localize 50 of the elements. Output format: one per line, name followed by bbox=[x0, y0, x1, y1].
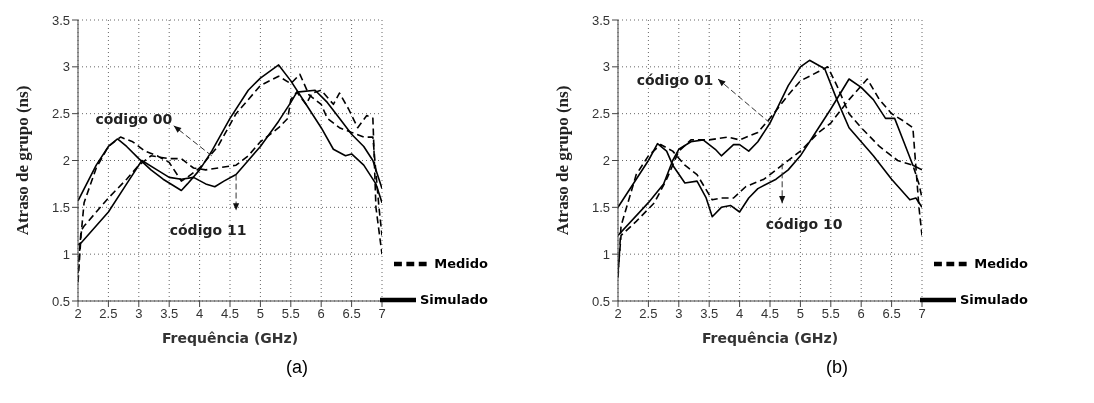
annotation: código 00 bbox=[95, 110, 173, 127]
y-axis-title: Atraso de grupo (ns) bbox=[13, 85, 33, 236]
x-tick-label: 6 bbox=[317, 306, 325, 322]
x-tick-label: 5 bbox=[256, 306, 265, 322]
y-tick-label: 3.5 bbox=[51, 12, 70, 28]
x-tick-label: 3 bbox=[675, 306, 683, 322]
x-tick-label: 5 bbox=[796, 306, 805, 322]
x-tick-label: 6.5 bbox=[882, 306, 901, 322]
y-tick-label: 3 bbox=[602, 59, 610, 75]
x-tick-label: 3.5 bbox=[700, 306, 719, 322]
annotation: código 11 bbox=[169, 221, 247, 238]
x-tick-label: 7 bbox=[378, 306, 386, 322]
annotation: código 01 bbox=[636, 72, 714, 89]
text: (a) bbox=[285, 357, 309, 378]
y-tick-label: 3.5 bbox=[591, 12, 610, 28]
x-tick-label: 4 bbox=[735, 306, 744, 322]
annotation: código 10 bbox=[765, 216, 843, 233]
y-tick-label: 0.5 bbox=[51, 293, 70, 309]
y-tick-label: 1.5 bbox=[51, 199, 70, 215]
y-tick-label: 2 bbox=[62, 153, 70, 169]
x-tick-label: 4.5 bbox=[220, 306, 240, 322]
x-tick-label: 6 bbox=[857, 306, 865, 322]
x-tick-label: 2.5 bbox=[99, 306, 118, 322]
legend-label: Simulado bbox=[419, 291, 488, 307]
x-tick-label: 2.5 bbox=[639, 306, 658, 322]
x-tick-label: 4.5 bbox=[760, 306, 780, 322]
text: (b) bbox=[825, 357, 849, 378]
y-tick-label: 2.5 bbox=[591, 106, 610, 122]
y-tick-label: 2 bbox=[602, 153, 610, 169]
y-axis-title: Atraso de grupo (ns) bbox=[553, 85, 573, 236]
x-tick-label: 3.5 bbox=[160, 306, 179, 322]
x-tick-label: 6.5 bbox=[342, 306, 361, 322]
x-axis-title: Frequência (GHz) bbox=[701, 330, 839, 346]
legend-label: Medido bbox=[974, 255, 1028, 271]
x-tick-label: 2 bbox=[74, 306, 82, 322]
y-tick-label: 1 bbox=[602, 246, 610, 262]
x-tick-label: 7 bbox=[918, 306, 926, 322]
y-tick-label: 2.5 bbox=[51, 106, 70, 122]
x-tick-label: 4 bbox=[195, 306, 204, 322]
y-tick-label: 3 bbox=[62, 59, 70, 75]
x-tick-label: 5.5 bbox=[281, 306, 300, 322]
legend-label: Medido bbox=[434, 255, 488, 271]
legend-label: Simulado bbox=[959, 291, 1028, 307]
x-tick-label: 3 bbox=[135, 306, 143, 322]
x-axis-title: Frequência (GHz) bbox=[161, 330, 299, 346]
x-tick-label: 5.5 bbox=[821, 306, 840, 322]
y-tick-label: 1 bbox=[62, 246, 70, 262]
x-tick-label: 2 bbox=[614, 306, 622, 322]
y-tick-label: 1.5 bbox=[591, 199, 610, 215]
y-tick-label: 0.5 bbox=[591, 293, 610, 309]
